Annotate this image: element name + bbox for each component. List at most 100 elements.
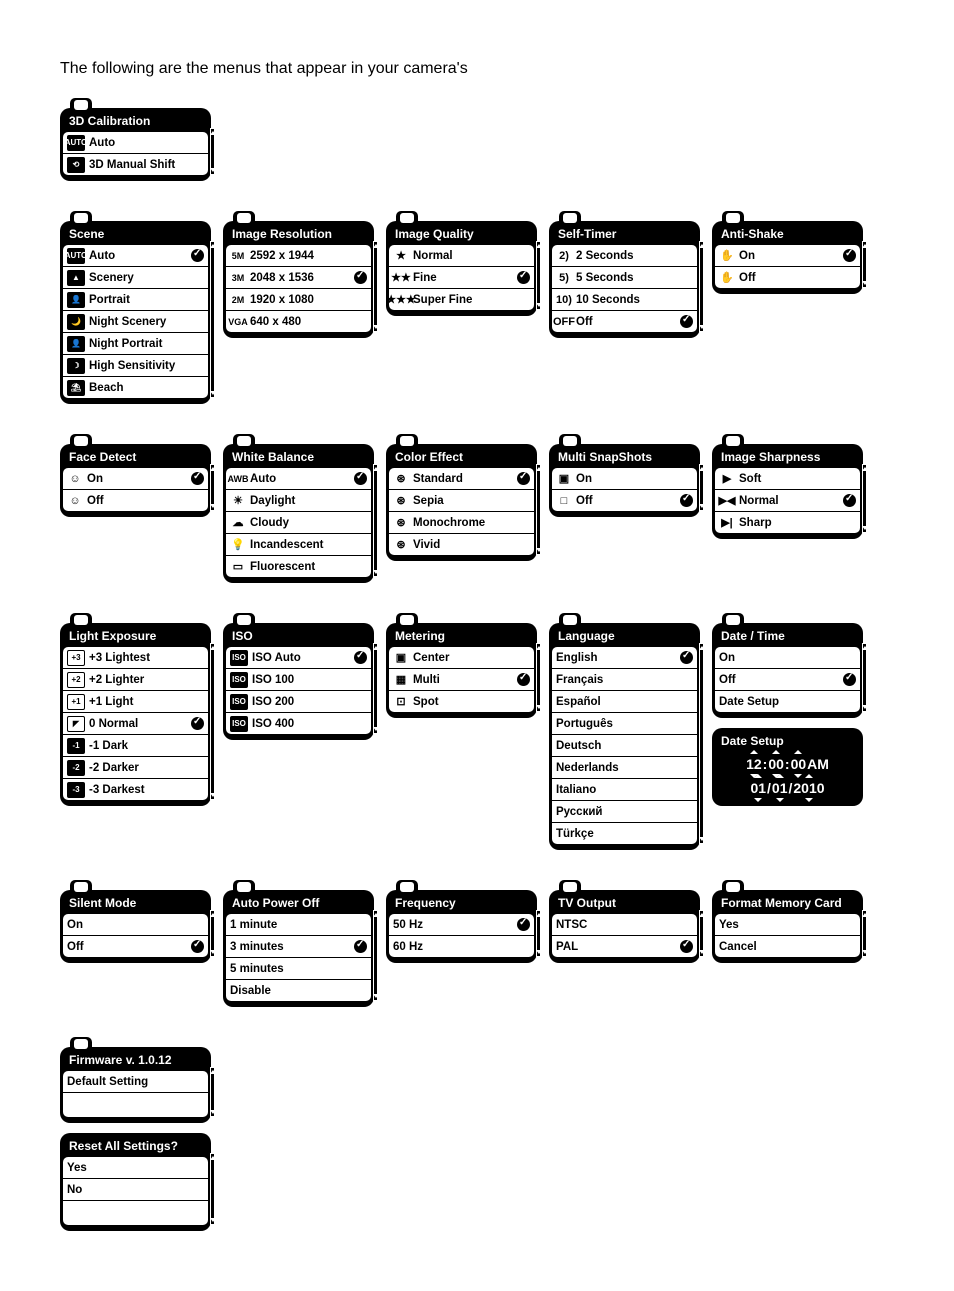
menu-item[interactable]: Español (552, 691, 697, 713)
menu-item[interactable]: Nederlands (552, 757, 697, 779)
menu-item[interactable]: Português (552, 713, 697, 735)
menu-item[interactable]: VGA640 x 480 (226, 311, 371, 332)
menu-item[interactable]: ⊛Standard (389, 468, 534, 490)
menu-item[interactable]: ★★★Super Fine (389, 289, 534, 310)
menu-item[interactable]: 5 minutes (226, 958, 371, 980)
scrollbar[interactable] (210, 910, 215, 957)
scrollbar[interactable] (862, 241, 867, 288)
scrollbar[interactable] (699, 241, 704, 332)
menu-item[interactable]: On (63, 914, 208, 936)
menu-item[interactable]: Italiano (552, 779, 697, 801)
menu-item[interactable]: ⊛Monochrome (389, 512, 534, 534)
scrollbar[interactable] (862, 643, 867, 712)
menu-item[interactable]: Français (552, 669, 697, 691)
scrollbar[interactable] (373, 241, 378, 332)
date-spinner[interactable]: 01/01/2010 (715, 776, 860, 800)
menu-item[interactable]: ▣Center (389, 647, 534, 669)
scrollbar[interactable] (373, 910, 378, 1001)
menu-item[interactable]: PAL (552, 936, 697, 957)
menu-item[interactable]: +2+2 Lighter (63, 669, 208, 691)
time-spinner[interactable]: 12:00:00 AM (715, 752, 860, 776)
menu-item[interactable]: ☽High Sensitivity (63, 355, 208, 377)
menu-item[interactable]: ▶|Sharp (715, 512, 860, 533)
menu-item[interactable]: ▶Soft (715, 468, 860, 490)
menu-item[interactable]: 2)2 Seconds (552, 245, 697, 267)
menu-item[interactable]: ✋Off (715, 267, 860, 288)
menu-item[interactable]: 5)5 Seconds (552, 267, 697, 289)
menu-item[interactable]: NTSC (552, 914, 697, 936)
menu-item[interactable]: OFFOff (552, 311, 697, 332)
scrollbar[interactable] (862, 464, 867, 533)
scrollbar[interactable] (210, 464, 215, 511)
menu-item[interactable]: ★★Fine (389, 267, 534, 289)
menu-item[interactable]: ☁Cloudy (226, 512, 371, 534)
menu-item[interactable]: -3-3 Darkest (63, 779, 208, 800)
menu-item[interactable]: AUTOAuto (63, 245, 208, 267)
scrollbar[interactable] (210, 643, 215, 800)
menu-item[interactable]: AUTOAuto (63, 132, 208, 154)
menu-item[interactable]: 💡Incandescent (226, 534, 371, 556)
menu-item[interactable]: Türkçe (552, 823, 697, 844)
menu-item[interactable]: ISOISO 100 (226, 669, 371, 691)
scrollbar[interactable] (536, 241, 541, 310)
menu-item[interactable]: □Off (552, 490, 697, 511)
scrollbar[interactable] (210, 241, 215, 398)
menu-item[interactable]: ISOISO Auto (226, 647, 371, 669)
menu-item[interactable]: 60 Hz (389, 936, 534, 957)
scrollbar[interactable] (210, 1153, 215, 1225)
menu-item[interactable]: 3M2048 x 1536 (226, 267, 371, 289)
menu-item[interactable]: ⊛Sepia (389, 490, 534, 512)
menu-item[interactable]: 👤Portrait (63, 289, 208, 311)
scrollbar[interactable] (373, 643, 378, 734)
menu-item[interactable]: ★Normal (389, 245, 534, 267)
menu-item[interactable]: ▭Fluorescent (226, 556, 371, 577)
menu-item[interactable]: Off (63, 936, 208, 957)
scrollbar[interactable] (210, 128, 215, 175)
scrollbar[interactable] (699, 910, 704, 957)
menu-item[interactable]: Cancel (715, 936, 860, 957)
menu-item[interactable]: -2-2 Darker (63, 757, 208, 779)
menu-item[interactable]: ✋On (715, 245, 860, 267)
menu-item[interactable]: Default Setting (63, 1071, 208, 1093)
menu-item[interactable]: Disable (226, 980, 371, 1001)
menu-item[interactable]: 👤Night Portrait (63, 333, 208, 355)
menu-item[interactable]: ▦Multi (389, 669, 534, 691)
menu-item[interactable]: -1-1 Dark (63, 735, 208, 757)
scrollbar[interactable] (536, 464, 541, 555)
scrollbar[interactable] (862, 910, 867, 957)
menu-item[interactable]: English (552, 647, 697, 669)
menu-item[interactable]: On (715, 647, 860, 669)
scrollbar[interactable] (699, 643, 704, 844)
menu-item[interactable]: ⟲3D Manual Shift (63, 154, 208, 175)
menu-item[interactable]: 5M2592 x 1944 (226, 245, 371, 267)
menu-item[interactable]: +1+1 Light (63, 691, 208, 713)
menu-item[interactable]: ◤0 Normal (63, 713, 208, 735)
menu-item[interactable]: ISOISO 400 (226, 713, 371, 734)
menu-item[interactable]: Русский (552, 801, 697, 823)
menu-item[interactable]: 🌙Night Scenery (63, 311, 208, 333)
menu-item[interactable]: No (63, 1179, 208, 1201)
menu-item[interactable]: ☺On (63, 468, 208, 490)
scrollbar[interactable] (210, 1067, 215, 1117)
menu-item[interactable]: 10)10 Seconds (552, 289, 697, 311)
menu-item[interactable]: AWBAuto (226, 468, 371, 490)
menu-item[interactable]: Date Setup (715, 691, 860, 712)
scrollbar[interactable] (699, 464, 704, 511)
menu-item[interactable]: Deutsch (552, 735, 697, 757)
menu-item[interactable]: ⛱Beach (63, 377, 208, 398)
menu-item[interactable]: ▶◀Normal (715, 490, 860, 512)
menu-item[interactable]: 2M1920 x 1080 (226, 289, 371, 311)
scrollbar[interactable] (536, 910, 541, 957)
menu-item[interactable]: ISOISO 200 (226, 691, 371, 713)
menu-item[interactable]: ▣On (552, 468, 697, 490)
menu-item[interactable]: Off (715, 669, 860, 691)
menu-item[interactable]: ☺Off (63, 490, 208, 511)
menu-item[interactable]: +3+3 Lightest (63, 647, 208, 669)
menu-item[interactable]: ⊡Spot (389, 691, 534, 712)
menu-item[interactable]: ☀Daylight (226, 490, 371, 512)
menu-item[interactable]: Yes (63, 1157, 208, 1179)
scrollbar[interactable] (536, 643, 541, 712)
scrollbar[interactable] (373, 464, 378, 577)
menu-item[interactable]: 50 Hz (389, 914, 534, 936)
menu-item[interactable]: ▲Scenery (63, 267, 208, 289)
